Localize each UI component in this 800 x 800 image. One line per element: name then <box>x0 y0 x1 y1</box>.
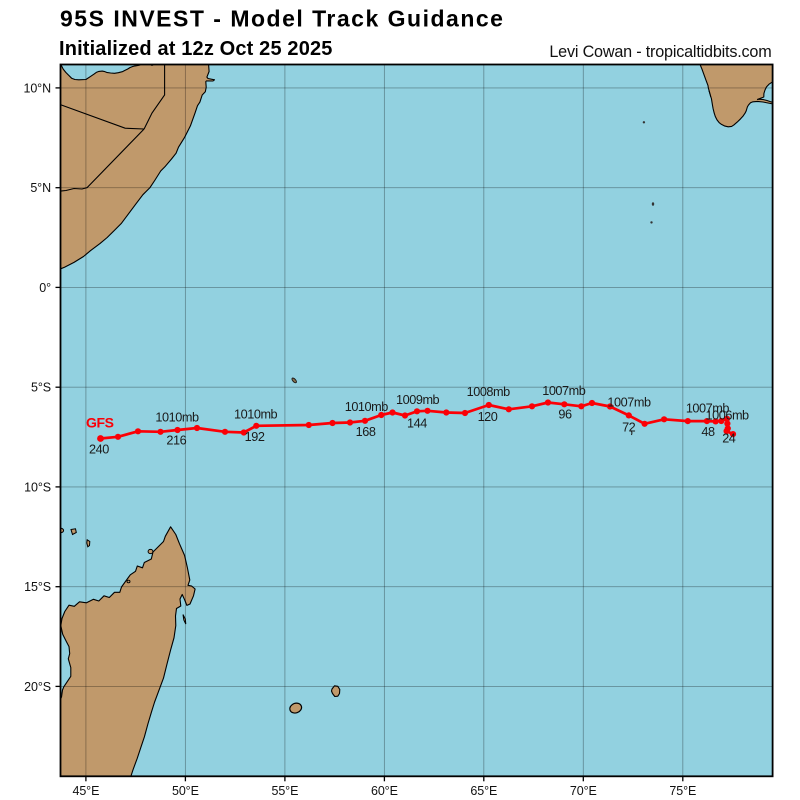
svg-text:1006mb: 1006mb <box>706 408 750 422</box>
svg-text:55°E: 55°E <box>271 784 298 798</box>
svg-text:1010mb: 1010mb <box>155 411 199 425</box>
svg-text:10°S: 10°S <box>24 480 51 494</box>
svg-text:70°E: 70°E <box>570 784 597 798</box>
svg-text:1007mb: 1007mb <box>542 384 586 398</box>
svg-text:5°S: 5°S <box>31 381 51 395</box>
svg-text:Levi Cowan - tropicaltidbits.c: Levi Cowan - tropicaltidbits.com <box>549 43 771 61</box>
svg-text:75°E: 75°E <box>669 784 696 798</box>
svg-text:48: 48 <box>701 425 715 439</box>
svg-text:5°N: 5°N <box>30 181 51 195</box>
svg-text:96: 96 <box>558 408 572 422</box>
svg-text:216: 216 <box>166 434 186 448</box>
svg-text:Initialized at 12z Oct 25 2025: Initialized at 12z Oct 25 2025 <box>59 38 333 60</box>
svg-text:15°S: 15°S <box>24 580 51 594</box>
svg-text:144: 144 <box>407 417 427 431</box>
svg-text:95S INVEST - Model Track Guida: 95S INVEST - Model Track Guidance <box>60 6 504 32</box>
svg-text:1009mb: 1009mb <box>396 393 440 407</box>
svg-text:168: 168 <box>356 425 376 439</box>
svg-text:1008mb: 1008mb <box>467 385 511 399</box>
svg-text:GFS: GFS <box>86 415 114 431</box>
svg-text:72: 72 <box>622 420 636 434</box>
svg-text:24: 24 <box>722 432 736 446</box>
svg-text:60°E: 60°E <box>371 784 398 798</box>
svg-text:65°E: 65°E <box>470 784 497 798</box>
svg-text:45°E: 45°E <box>72 784 99 798</box>
svg-text:1010mb: 1010mb <box>234 407 278 421</box>
svg-text:10°N: 10°N <box>23 81 51 95</box>
svg-text:1007mb: 1007mb <box>607 396 651 410</box>
svg-text:50°E: 50°E <box>172 784 199 798</box>
svg-text:0°: 0° <box>39 281 51 295</box>
svg-text:20°S: 20°S <box>24 680 51 694</box>
svg-text:192: 192 <box>245 430 265 444</box>
svg-text:1010mb: 1010mb <box>345 400 389 414</box>
svg-text:240: 240 <box>89 442 109 456</box>
svg-text:1007mb: 1007mb <box>686 401 730 415</box>
svg-text:120: 120 <box>478 410 498 424</box>
